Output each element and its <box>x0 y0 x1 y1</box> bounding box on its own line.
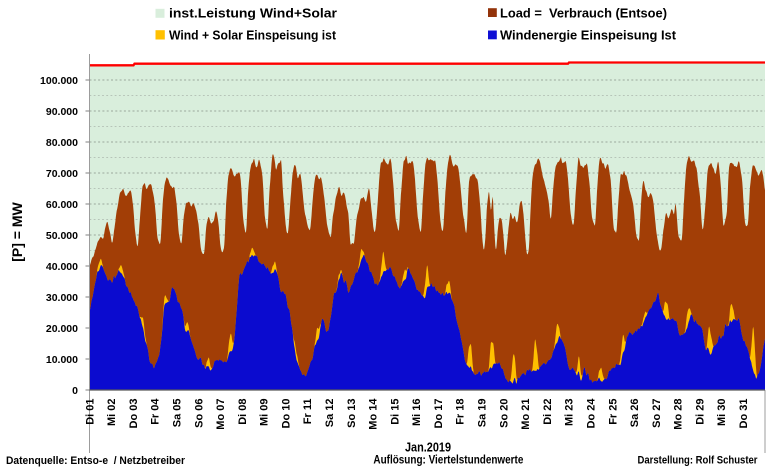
svg-text:Do 03: Do 03 <box>128 399 140 429</box>
svg-text:So 27: So 27 <box>651 399 663 428</box>
svg-text:80.000: 80.000 <box>46 137 78 149</box>
svg-text:So 06: So 06 <box>193 399 205 428</box>
svg-text:20.000: 20.000 <box>46 323 78 335</box>
svg-text:Jan.2019: Jan.2019 <box>405 440 451 454</box>
svg-text:40.000: 40.000 <box>46 261 78 273</box>
svg-text:Mo 21: Mo 21 <box>520 399 532 430</box>
svg-text:So 13: So 13 <box>346 399 358 428</box>
svg-text:So 20: So 20 <box>498 399 510 428</box>
svg-text:Wind + Solar Einspeisung ist: Wind + Solar Einspeisung ist <box>169 28 337 43</box>
svg-text:Load = Verbrauch (Entsoe): Load = Verbrauch (Entsoe) <box>500 6 667 21</box>
svg-text:Sa 05: Sa 05 <box>172 399 184 428</box>
svg-text:Mi 30: Mi 30 <box>716 399 728 427</box>
svg-text:Do 10: Do 10 <box>280 399 292 429</box>
svg-text:Auflösung: Viertelstundenwerte: Auflösung: Viertelstundenwerte <box>373 455 523 467</box>
svg-text:Fr 25: Fr 25 <box>607 399 619 425</box>
svg-text:Do 24: Do 24 <box>586 398 598 429</box>
svg-text:60.000: 60.000 <box>46 199 78 211</box>
svg-text:Fr 18: Fr 18 <box>455 399 467 425</box>
svg-text:Do 17: Do 17 <box>433 399 445 429</box>
svg-text:Di 22: Di 22 <box>542 399 554 425</box>
svg-text:30.000: 30.000 <box>46 292 78 304</box>
svg-text:Datenquelle: Entso-e / Netzb: Datenquelle: Entso-e / Netzbetreiber <box>6 455 186 467</box>
svg-text:[P] = MW: [P] = MW <box>9 201 25 261</box>
svg-text:Sa 12: Sa 12 <box>324 399 336 428</box>
svg-text:0: 0 <box>72 385 78 397</box>
svg-text:Windenergie Einspeisung Ist: Windenergie Einspeisung Ist <box>500 28 677 43</box>
svg-text:Mo 07: Mo 07 <box>215 399 227 430</box>
svg-text:Di 01: Di 01 <box>84 399 96 425</box>
svg-text:Di 15: Di 15 <box>389 399 401 425</box>
svg-text:70.000: 70.000 <box>46 168 78 180</box>
svg-text:Mi 09: Mi 09 <box>259 399 271 427</box>
svg-text:50.000: 50.000 <box>46 230 78 242</box>
svg-text:Di 29: Di 29 <box>694 399 706 425</box>
svg-text:Do 31: Do 31 <box>738 399 750 429</box>
svg-text:90.000: 90.000 <box>46 106 78 118</box>
svg-text:Fr 04: Fr 04 <box>150 398 162 425</box>
svg-text:Mi 16: Mi 16 <box>411 399 423 427</box>
svg-text:Mo 14: Mo 14 <box>368 398 380 430</box>
svg-text:Mi 23: Mi 23 <box>564 399 576 427</box>
svg-text:Sa 19: Sa 19 <box>477 399 489 428</box>
svg-text:10.000: 10.000 <box>46 354 78 366</box>
svg-text:100.000: 100.000 <box>40 75 78 87</box>
svg-text:Mo 28: Mo 28 <box>673 399 685 430</box>
svg-text:Sa 26: Sa 26 <box>629 399 641 428</box>
svg-text:Darstellung: Rolf Schuster: Darstellung: Rolf Schuster <box>638 455 759 467</box>
svg-text:Di 08: Di 08 <box>237 399 249 425</box>
svg-text:Mi 02: Mi 02 <box>106 399 118 427</box>
svg-text:inst.Leistung Wind+Solar: inst.Leistung Wind+Solar <box>169 6 337 21</box>
svg-text:Fr 11: Fr 11 <box>302 399 314 425</box>
